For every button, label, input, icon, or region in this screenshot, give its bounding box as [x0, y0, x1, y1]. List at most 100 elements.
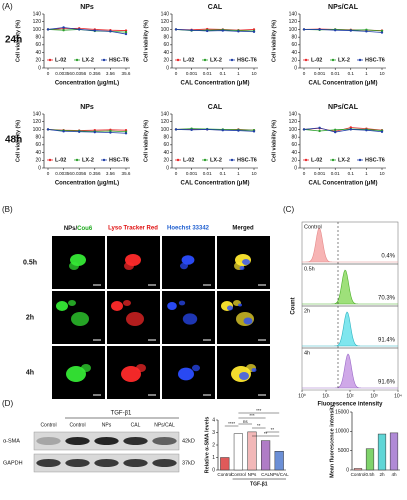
blot-band [65, 459, 90, 467]
histogram [302, 311, 398, 347]
percent-label: 91.4% [378, 338, 396, 344]
cell-signal [126, 312, 144, 326]
point [365, 129, 368, 132]
y-tick-label: 120 [161, 19, 170, 25]
y-tick-label: 80 [35, 134, 41, 140]
point [349, 29, 352, 32]
x-tick-label: 2h [379, 472, 385, 477]
sample-label: 2h [304, 308, 310, 314]
series-line [303, 127, 383, 133]
x-tick-label: Control [351, 472, 366, 477]
cell-signal [123, 300, 131, 306]
series-line [303, 128, 383, 132]
y-tick-label: 40 [163, 50, 169, 56]
y-tick-label: 100 [161, 27, 170, 33]
cell-signal [136, 364, 146, 372]
blot-band [123, 459, 148, 467]
blot-band [152, 437, 177, 445]
y-tick-label: 0 [38, 65, 41, 71]
cell-signal [68, 300, 76, 306]
x-tick-label: 1 [365, 71, 368, 76]
x-axis-label: CAL Concentration (μM) [181, 181, 250, 187]
y-tick-label: 20 [291, 158, 297, 164]
x-tick-label: 0 [175, 71, 178, 76]
chart-title: NPs/CAL [328, 4, 359, 11]
cell-signal [181, 255, 195, 265]
point [62, 29, 65, 32]
point [78, 28, 81, 31]
y-tick-label: 80 [163, 134, 169, 140]
series-line [47, 27, 127, 31]
point [221, 129, 224, 132]
x-tick-label: 35.6 [122, 71, 131, 76]
point [302, 128, 306, 131]
y-axis-label: Cell viability (%) [15, 120, 21, 162]
histogram [302, 269, 398, 305]
significance: ** [271, 427, 275, 432]
cell-signal [69, 262, 79, 270]
x-tick-label: 10⁰ [298, 393, 306, 399]
significance: *** [256, 408, 262, 413]
y-tick-label: 140 [161, 11, 170, 17]
size-label: 37kD [182, 460, 195, 466]
point [109, 30, 112, 33]
cell-signal [66, 366, 86, 382]
bar [365, 448, 375, 471]
histogram [302, 227, 398, 263]
x-tick-label: 0.1 [220, 171, 227, 176]
percent-label: 70.3% [378, 296, 396, 302]
y-tick-label: 60 [163, 142, 169, 148]
column-header-part: NPs/ [64, 226, 78, 232]
point [62, 26, 65, 29]
x-tick-label: 0.356 [89, 171, 101, 176]
legend-marker [75, 158, 79, 162]
bar [274, 451, 284, 471]
point [93, 130, 97, 134]
legend-label: LX-2 [210, 57, 222, 63]
y-axis-label: Cell viability (%) [15, 20, 21, 62]
x-tick-label: 0.0356 [72, 171, 86, 176]
column-header: Merged [232, 226, 254, 232]
histogram [302, 353, 398, 389]
y-tick-label: 100 [289, 27, 298, 33]
cell-signal [124, 262, 134, 270]
point [221, 29, 224, 32]
legend-marker [331, 58, 335, 62]
y-tick-label: 0 [294, 65, 297, 71]
bar [377, 433, 387, 471]
legend-label: L-02 [55, 157, 66, 163]
legend-marker [102, 58, 106, 62]
point [174, 128, 178, 131]
legend-label: HSC-T6 [109, 157, 129, 163]
bar [233, 433, 244, 471]
x-tick-label: 10 [251, 71, 257, 76]
x-tick-label: 10² [346, 393, 354, 399]
series-line [304, 29, 383, 33]
row-label: 4h [26, 369, 34, 376]
x-tick-label: 0.1 [348, 71, 355, 76]
point [318, 126, 321, 130]
point [380, 31, 384, 34]
series-line [175, 29, 255, 33]
point [237, 129, 240, 132]
chart-title: CAL [208, 4, 223, 11]
blot-band [123, 437, 148, 445]
x-axis-label: CAL Concentration (μM) [181, 81, 250, 87]
x-axis-label: CAL Concentration (μM) [309, 81, 378, 87]
legend-marker [48, 158, 52, 162]
series-line [47, 129, 127, 133]
y-tick-label: 60 [291, 42, 297, 48]
y-tick-label: 120 [161, 119, 170, 125]
x-tick-label: 10 [379, 171, 385, 176]
legend-marker [331, 158, 335, 162]
x-tick-label: 0 [175, 171, 178, 176]
y-tick-label: 20 [35, 58, 41, 64]
point [237, 30, 240, 33]
legend-label: LX-2 [82, 157, 94, 163]
legend-marker [304, 58, 308, 62]
x-tick-label: 10³ [370, 393, 378, 399]
nucleus-signal [251, 368, 257, 372]
x-tick-label: 1 [237, 71, 240, 76]
y-tick-label: 100 [33, 27, 42, 33]
